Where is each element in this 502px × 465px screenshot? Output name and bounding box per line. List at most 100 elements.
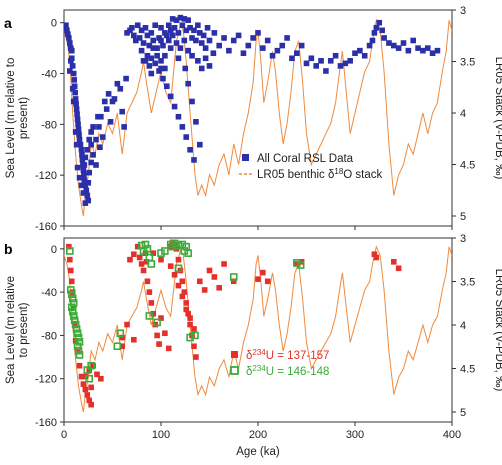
data-point [420, 47, 426, 54]
data-point-open [70, 316, 79, 325]
data-point [167, 243, 174, 250]
data-point [165, 22, 172, 29]
data-point [198, 40, 205, 46]
data-point [81, 177, 88, 184]
data-point [245, 42, 252, 49]
data-point [313, 63, 319, 69]
data-point [177, 14, 184, 21]
legend-marker [230, 366, 239, 375]
data-point [193, 354, 199, 360]
panel-letter: b [4, 241, 13, 257]
data-point [379, 27, 385, 34]
data-point-open [174, 264, 183, 273]
data-point [140, 267, 147, 274]
data-point [332, 52, 339, 59]
data-point-open [157, 249, 165, 257]
data-point [146, 42, 153, 49]
data-point [152, 321, 158, 328]
data-point [73, 141, 80, 148]
data-point [90, 124, 96, 130]
data-point [138, 47, 145, 54]
data-point [123, 75, 129, 82]
data-point [216, 42, 222, 49]
data-point [158, 65, 164, 72]
data-point [100, 134, 106, 140]
data-point [119, 334, 125, 341]
data-point [73, 106, 80, 112]
data-point [134, 22, 141, 29]
data-point [136, 35, 143, 41]
data-point [369, 37, 376, 44]
data-point-open [161, 247, 169, 255]
data-point [66, 35, 72, 41]
data-point [82, 373, 89, 380]
data-point [164, 83, 170, 90]
data-point-open [143, 245, 152, 253]
data-point [88, 159, 94, 166]
y2-tick-label: 4.5 [460, 160, 475, 172]
data-point [195, 22, 201, 29]
data-point-open [186, 333, 194, 342]
data-point [76, 136, 83, 143]
data-point [90, 152, 96, 158]
data-point [67, 68, 73, 74]
y2-tick-label: 5 [460, 211, 466, 223]
data-point [294, 50, 300, 56]
data-point [150, 310, 157, 317]
data-point [80, 381, 87, 387]
data-point [142, 250, 149, 256]
data-point [327, 58, 334, 64]
data-point [165, 345, 172, 352]
y-tick-label: 0 [51, 18, 57, 30]
data-point [175, 30, 182, 36]
data-point [193, 119, 199, 125]
data-point [77, 141, 84, 148]
legend-label: All Coral RSL Data [257, 153, 354, 165]
data-point [210, 50, 217, 56]
data-point [85, 197, 92, 204]
data-point-open [69, 299, 78, 307]
y-tick-label: -40 [41, 69, 57, 81]
data-point [201, 287, 208, 293]
y2-tick-label: 3.5 [460, 277, 475, 289]
data-point [342, 60, 349, 67]
panel-letter: a [4, 15, 12, 31]
data-point [86, 367, 93, 373]
data-point [173, 17, 180, 23]
data-point [434, 47, 441, 54]
data-point [171, 24, 178, 31]
data-point-open [87, 361, 95, 370]
data-point [173, 40, 180, 46]
data-point-open [296, 261, 305, 269]
data-point [71, 321, 78, 328]
data-point [221, 35, 227, 41]
data-point [264, 37, 271, 44]
data-point [131, 336, 137, 343]
data-point [357, 47, 363, 54]
data-point [185, 47, 191, 54]
data-point [152, 22, 158, 29]
data-point [395, 45, 402, 51]
data-point [175, 55, 182, 62]
data-point [187, 146, 193, 153]
data-point [410, 37, 416, 44]
data-point [78, 373, 85, 380]
data-point [121, 124, 127, 130]
data-point [119, 108, 125, 115]
data-point [67, 256, 73, 263]
x-tick-label: 0 [61, 429, 67, 441]
data-point [69, 85, 76, 92]
data-point [140, 40, 147, 46]
x-tick-label: 300 [346, 429, 364, 441]
data-point [260, 269, 266, 276]
data-point-open [170, 239, 179, 248]
data-point [197, 30, 203, 36]
data-point [71, 77, 77, 83]
y-tick-label: -80 [41, 119, 57, 131]
data-point [84, 146, 91, 153]
data-point [86, 169, 93, 176]
data-point [183, 27, 190, 34]
data-point [127, 256, 133, 263]
